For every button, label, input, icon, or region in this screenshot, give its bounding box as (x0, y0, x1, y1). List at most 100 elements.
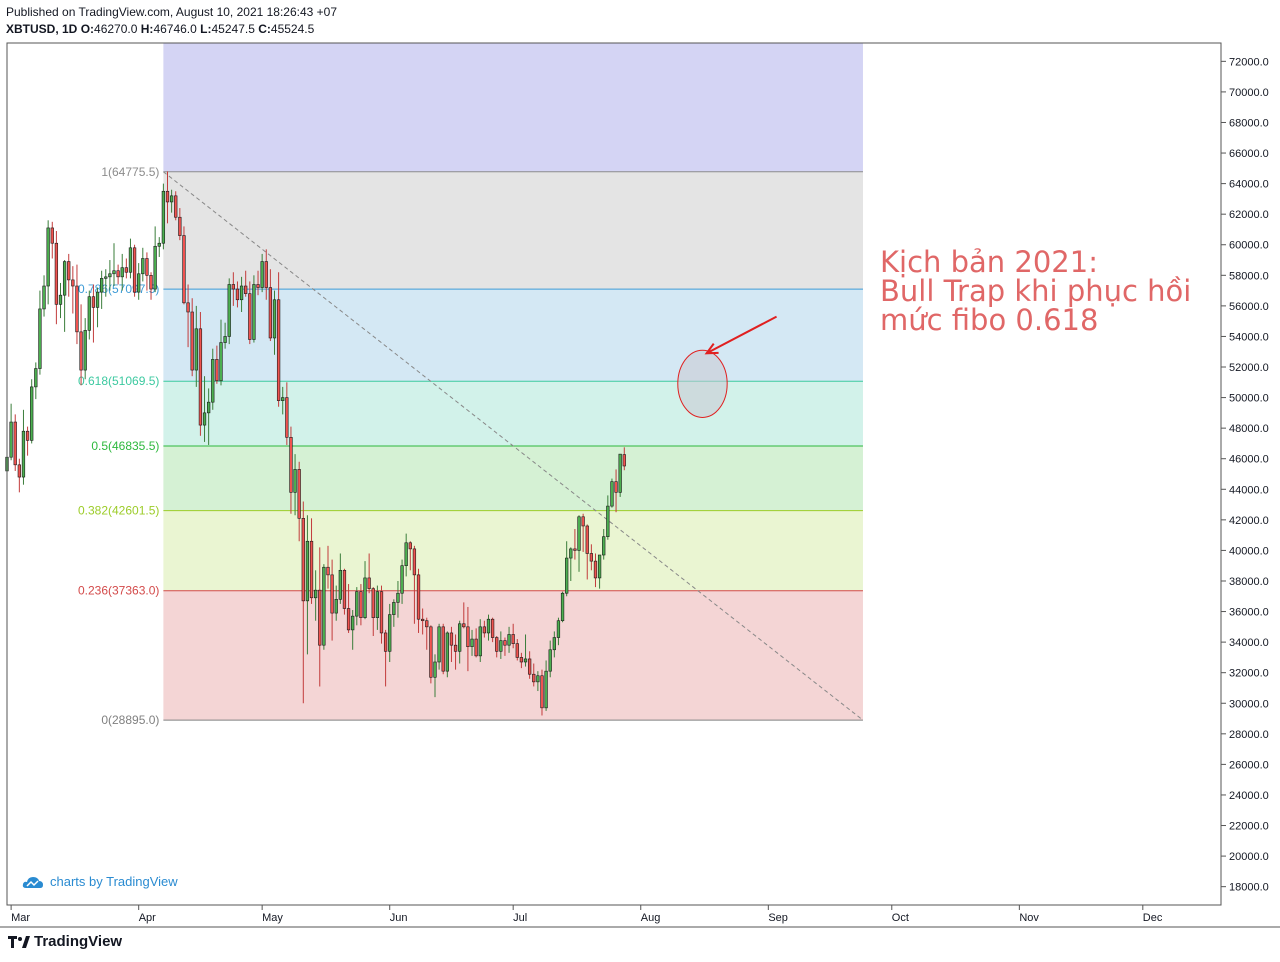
candle-body (223, 336, 227, 343)
candle (351, 610, 355, 650)
candle (25, 426, 30, 456)
candle (108, 260, 112, 291)
candle (91, 284, 96, 343)
candle (404, 533, 408, 577)
close-label: C: (258, 22, 271, 36)
candle-body (211, 359, 215, 403)
candle-body (174, 195, 178, 218)
candle-body (552, 637, 556, 651)
candle-body (165, 190, 170, 203)
candle (211, 348, 215, 410)
candle-body (565, 557, 569, 594)
x-tick-label: Nov (1019, 912, 1039, 924)
close-value: 45524.5 (270, 22, 315, 36)
y-tick-label: 40000.0 (1229, 545, 1269, 557)
x-tick-label: Oct (892, 912, 909, 924)
candle (305, 515, 310, 655)
candle-body (67, 261, 71, 281)
candle (268, 269, 273, 342)
candle (532, 663, 536, 687)
candle (87, 290, 91, 340)
candle (293, 454, 297, 516)
candle (137, 263, 141, 300)
candle (544, 660, 548, 711)
candle-body (334, 599, 338, 614)
candles (5, 171, 626, 716)
y-tick-label: 34000.0 (1229, 637, 1269, 649)
candle-body (30, 386, 34, 441)
candle-body (132, 247, 137, 293)
low-value: 45247.5 (211, 22, 255, 36)
candle (124, 258, 128, 279)
candle-body (38, 308, 42, 369)
open-label: O: (80, 22, 95, 36)
high-label: H: (140, 22, 154, 36)
candle-body (622, 454, 626, 467)
watermark[interactable]: charts by TradingView (22, 874, 178, 889)
candle (606, 495, 610, 540)
candle (276, 272, 281, 407)
candle-body (342, 569, 347, 609)
candle-body (449, 632, 454, 646)
candle-body (95, 291, 100, 308)
y-tick-label: 28000.0 (1229, 729, 1269, 741)
candle (429, 625, 433, 684)
candle (396, 580, 400, 618)
candle-body (62, 261, 67, 296)
candle (17, 458, 21, 493)
candle-body (309, 540, 314, 599)
candle (379, 585, 384, 644)
candle-body (519, 657, 524, 663)
candle-body (178, 216, 182, 236)
candle (392, 599, 396, 627)
candle-body (425, 620, 429, 628)
y-tick-label: 66000.0 (1229, 148, 1269, 160)
candle (614, 469, 618, 513)
candle (569, 547, 573, 581)
footer-brand[interactable]: TradingView (8, 933, 122, 950)
candle-body (392, 602, 396, 615)
candle-body (289, 437, 293, 493)
y-tick-label: 42000.0 (1229, 515, 1269, 527)
candle (548, 640, 552, 678)
candle (466, 606, 470, 672)
fib-band-0.5 (163, 445, 863, 511)
fib-trend-line (163, 171, 864, 721)
candle (285, 382, 289, 445)
candle (260, 253, 264, 293)
candle-body (593, 560, 598, 579)
y-tick-label: 20000.0 (1229, 851, 1269, 863)
candle-body (408, 542, 412, 550)
candle-body (112, 270, 116, 275)
candle (128, 238, 133, 279)
candle-body (441, 626, 445, 672)
candle-body (322, 566, 326, 646)
candle-body (429, 626, 433, 678)
symbol-label: XBTUSD, 1D (6, 22, 78, 36)
y-tick-label: 54000.0 (1229, 331, 1269, 343)
candle-body (190, 311, 194, 371)
candle (248, 281, 252, 345)
candle-body (490, 618, 495, 638)
candle-body (153, 245, 157, 290)
candle (577, 515, 581, 572)
candle (289, 426, 293, 514)
candle-body (569, 548, 573, 559)
candle (478, 619, 482, 662)
candle-body (383, 632, 388, 652)
candle-body (556, 620, 561, 638)
candle-body (46, 227, 50, 287)
candle (50, 221, 54, 259)
candle-body (511, 634, 515, 644)
candle-body (597, 554, 602, 579)
candle (83, 318, 87, 380)
candle (421, 608, 425, 635)
candle-body (141, 258, 145, 275)
candle-body (256, 284, 260, 288)
candle (38, 290, 42, 375)
watermark-text: charts by TradingView (50, 874, 178, 889)
y-tick-label: 32000.0 (1229, 668, 1269, 680)
candle-body (540, 675, 544, 709)
candle (355, 587, 359, 626)
